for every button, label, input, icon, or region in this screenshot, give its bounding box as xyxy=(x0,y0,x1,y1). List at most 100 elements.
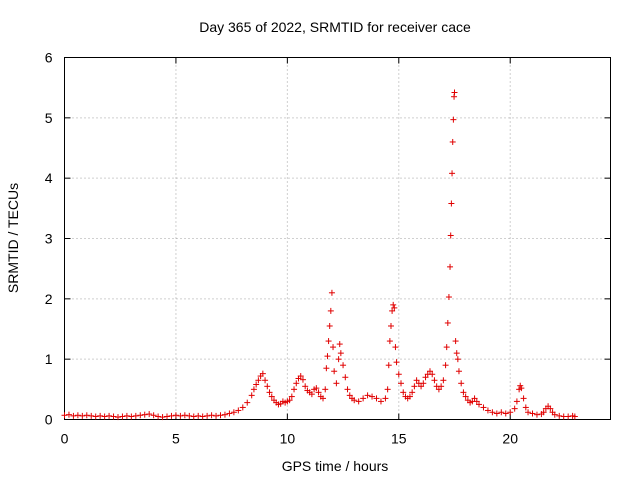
data-point xyxy=(390,301,397,308)
data-point xyxy=(266,389,273,396)
data-point xyxy=(440,377,447,384)
data-point xyxy=(92,413,99,420)
data-point xyxy=(364,392,371,399)
data-point xyxy=(493,410,500,417)
data-point xyxy=(460,389,467,396)
data-point xyxy=(325,338,332,345)
data-point xyxy=(448,200,455,207)
data-point xyxy=(422,374,429,381)
data-point xyxy=(426,368,433,375)
data-point xyxy=(97,412,104,419)
data-point xyxy=(128,413,135,420)
data-point xyxy=(385,362,392,369)
grid-lines xyxy=(64,57,611,420)
data-point xyxy=(413,377,420,384)
x-tick-label: 15 xyxy=(391,431,407,447)
data-point xyxy=(244,399,251,406)
data-point xyxy=(513,398,520,405)
data-point xyxy=(324,353,331,360)
y-tick-labels: 0 1 2 3 4 5 6 xyxy=(45,50,53,428)
data-point xyxy=(445,294,452,301)
data-point xyxy=(511,405,518,412)
data-point xyxy=(291,386,298,393)
data-point xyxy=(168,412,175,419)
data-point xyxy=(65,411,72,418)
data-point xyxy=(155,413,162,420)
axis-ticks xyxy=(64,57,611,420)
data-point xyxy=(253,381,260,388)
data-point xyxy=(420,380,427,387)
data-point xyxy=(387,322,394,329)
data-point xyxy=(177,412,184,419)
data-point xyxy=(489,409,496,416)
x-tick-label: 10 xyxy=(280,431,296,447)
data-point xyxy=(449,138,456,145)
data-point xyxy=(391,304,398,311)
y-tick-label: 5 xyxy=(45,110,53,126)
data-point xyxy=(406,393,413,400)
y-tick-label: 1 xyxy=(45,351,53,367)
data-point xyxy=(520,395,527,402)
data-point xyxy=(74,412,81,419)
data-point xyxy=(255,377,262,384)
data-point xyxy=(409,389,416,396)
data-point xyxy=(123,412,130,419)
x-tick-label: 0 xyxy=(61,431,69,447)
data-point xyxy=(190,413,197,420)
data-point xyxy=(302,383,309,390)
data-point xyxy=(331,368,338,375)
data-point xyxy=(342,374,349,381)
data-point xyxy=(141,411,148,418)
x-tick-labels: 0 5 10 15 20 xyxy=(61,431,519,447)
x-tick-label: 20 xyxy=(502,431,518,447)
data-point xyxy=(435,386,442,393)
y-tick-label: 4 xyxy=(45,170,53,186)
data-point xyxy=(333,380,340,387)
data-point xyxy=(386,338,393,345)
data-point xyxy=(547,405,554,412)
data-point xyxy=(473,398,480,405)
data-point xyxy=(326,322,333,329)
data-point xyxy=(101,413,108,420)
data-point xyxy=(250,386,257,393)
data-point xyxy=(462,393,469,400)
data-point xyxy=(110,413,117,420)
data-point xyxy=(369,393,376,400)
data-point xyxy=(400,389,407,396)
data-point xyxy=(320,395,327,402)
data-point xyxy=(186,412,193,419)
x-axis-label: GPS time / hours xyxy=(282,458,389,474)
data-point xyxy=(315,389,322,396)
data-point xyxy=(323,365,330,372)
data-point xyxy=(335,356,342,363)
data-point xyxy=(411,383,418,390)
data-point xyxy=(571,413,578,420)
data-point xyxy=(351,397,358,404)
data-point xyxy=(114,414,121,421)
data-point xyxy=(454,356,461,363)
data-point xyxy=(533,411,540,418)
data-point xyxy=(540,409,547,416)
data-point xyxy=(330,344,337,351)
data-point xyxy=(480,404,487,411)
data-point xyxy=(159,414,166,421)
data-point xyxy=(450,116,457,123)
data-point xyxy=(453,350,460,357)
data-point xyxy=(382,395,389,402)
y-axis-label: SRMTID / TECUs xyxy=(5,183,21,293)
data-point xyxy=(507,409,514,416)
data-points xyxy=(61,89,578,421)
data-point xyxy=(288,393,295,400)
data-point xyxy=(181,412,188,419)
data-point xyxy=(264,383,271,390)
data-point xyxy=(248,392,255,399)
data-point xyxy=(137,412,144,419)
data-point xyxy=(471,395,478,402)
data-point xyxy=(340,362,347,369)
data-point xyxy=(498,409,505,416)
data-point xyxy=(476,401,483,408)
data-point xyxy=(259,370,266,377)
data-point xyxy=(299,376,306,383)
data-point xyxy=(217,412,224,419)
y-tick-label: 3 xyxy=(45,231,53,247)
